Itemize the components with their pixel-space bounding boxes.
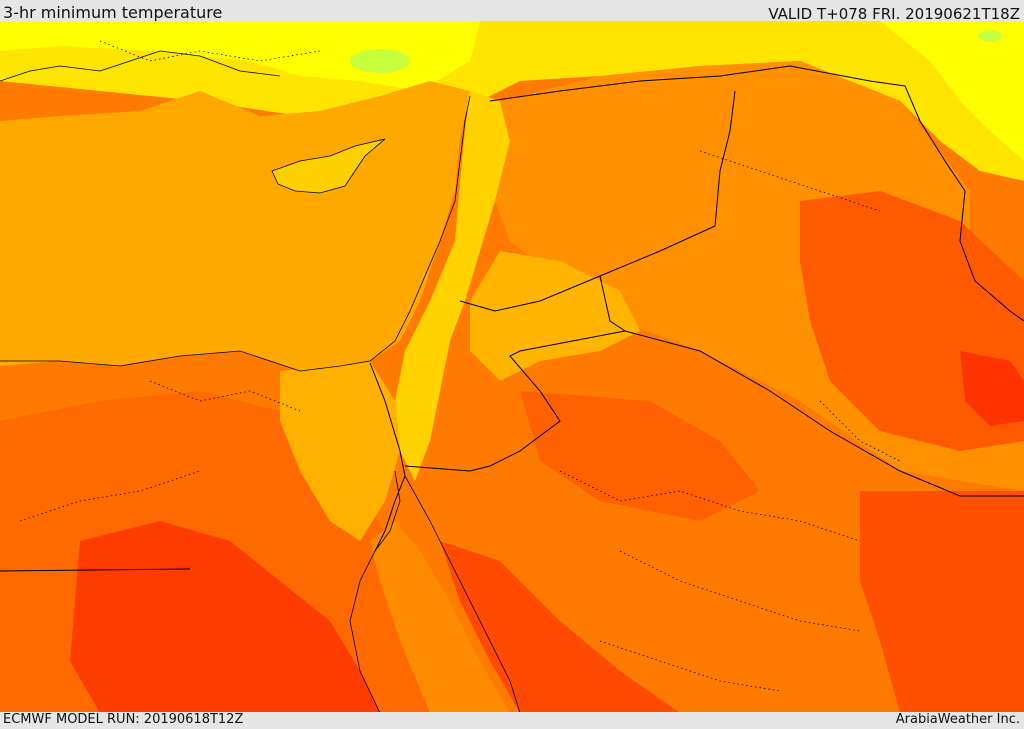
temperature-map[interactable] [0, 21, 1024, 713]
red-sea [370, 521, 510, 713]
map-title: 3-hr minimum temperature [3, 3, 223, 22]
iraq-red [960, 351, 1024, 426]
zone-bright-yellow [0, 21, 480, 91]
cyprus [271, 138, 386, 194]
green-patch-east [978, 30, 1002, 42]
zone-bright-yellow-east [880, 21, 1024, 161]
map-canvas [0, 21, 1024, 713]
footer-bar: ECMWF MODEL RUN: 20190618T12Z ArabiaWeat… [0, 712, 1024, 729]
valid-time: VALID T+078 FRI. 20190621T18Z [768, 5, 1020, 23]
model-run-label: ECMWF MODEL RUN: 20190618T12Z [3, 712, 244, 727]
header-bar: 3-hr minimum temperature VALID T+078 FRI… [0, 0, 1024, 23]
levant-coast [395, 91, 510, 481]
coastlines [0, 50, 521, 713]
sinai-zone [280, 361, 400, 541]
province-boundaries [19, 40, 901, 692]
east-saudi [860, 491, 1024, 713]
najd-zone [520, 391, 760, 521]
credit-label: ArabiaWeather Inc. [895, 712, 1020, 727]
hejaz-red [440, 541, 680, 713]
green-patch [350, 49, 410, 73]
jordan-zone [470, 251, 640, 381]
mediterranean-sea [0, 81, 470, 371]
